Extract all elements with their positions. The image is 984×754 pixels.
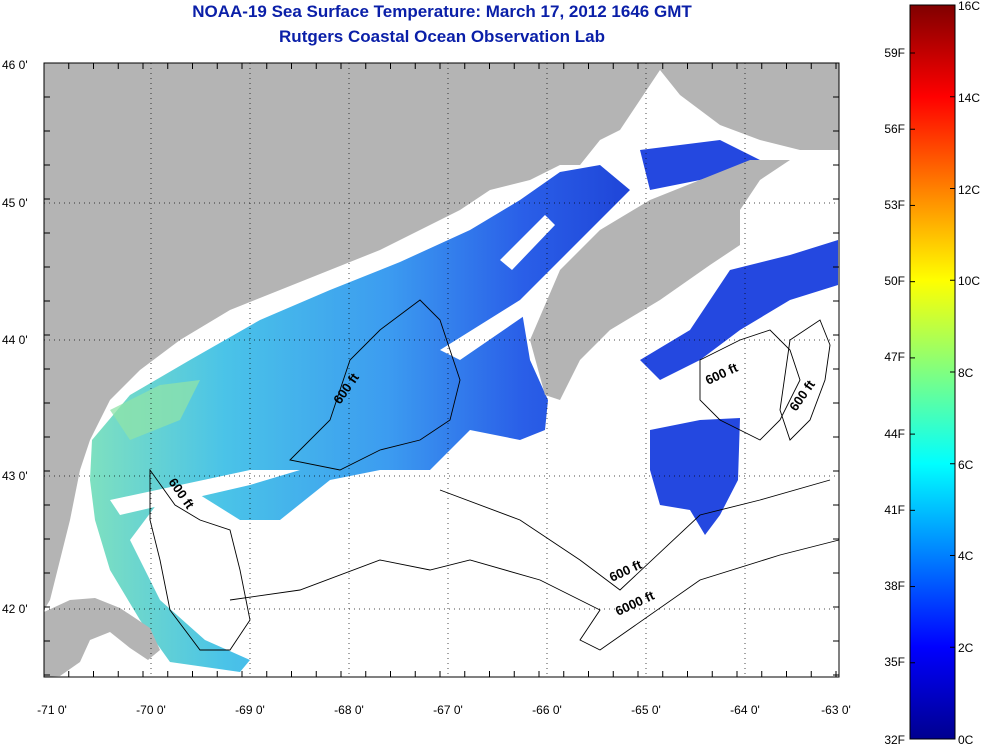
colorbar-fahrenheit-label: 47F	[884, 350, 905, 364]
lat-tick-label: 45 0'	[2, 196, 28, 210]
colorbar-fahrenheit-label: 32F	[884, 733, 905, 747]
colorbar-celsius-label: 10C	[958, 274, 980, 288]
bathymetry-contours	[149, 299, 840, 651]
colorbar-celsius-label: 14C	[958, 91, 980, 105]
sst-field-warm-patch	[110, 380, 200, 440]
lon-tick-label: -71 0'	[37, 703, 67, 717]
lat-tick-label: 43 0'	[2, 469, 28, 483]
lat-tick-label: 42 0'	[2, 602, 28, 616]
map-title: NOAA-19 Sea Surface Temperature: March 1…	[192, 2, 692, 21]
colorbar-celsius-label: 16C	[958, 0, 980, 13]
lon-tick-label: -68 0'	[334, 703, 364, 717]
land-prince-edward-island	[740, 80, 839, 125]
lat-tick-label: 46 0'	[2, 58, 28, 72]
sst-field-gulf-of-maine	[90, 165, 630, 672]
colorbar-celsius-label: 4C	[958, 549, 974, 563]
lon-tick-label: -66 0'	[532, 703, 562, 717]
lon-tick-label: -70 0'	[136, 703, 166, 717]
lon-tick-label: -63 0'	[821, 703, 851, 717]
map-subtitle: Rutgers Coastal Ocean Observation Lab	[279, 27, 605, 46]
colorbar-celsius-label: 12C	[958, 183, 980, 197]
colorbar-fahrenheit-label: 50F	[884, 274, 905, 288]
map-frame	[43, 62, 840, 678]
colorbar-fahrenheit-label: 56F	[884, 122, 905, 136]
colorbar-celsius-label: 2C	[958, 641, 974, 655]
map-ticks	[43, 62, 839, 677]
colorbar-celsius-label: 8C	[958, 366, 974, 380]
sst-field-scotian-shelf	[640, 140, 838, 535]
temperature-colorbar	[909, 4, 956, 740]
lon-tick-label: -69 0'	[235, 703, 265, 717]
colorbar-fahrenheit-label: 35F	[884, 655, 905, 669]
colorbar-fahrenheit-label: 53F	[884, 198, 905, 212]
land-new-england-canada	[44, 63, 839, 610]
lon-tick-label: -64 0'	[730, 703, 760, 717]
colorbar-fahrenheit-label: 59F	[884, 46, 905, 60]
lat-tick-label: 44 0'	[2, 333, 28, 347]
land-cape-cod	[44, 598, 160, 677]
lon-tick-label: -67 0'	[433, 703, 463, 717]
colorbar-fahrenheit-label: 41F	[884, 503, 905, 517]
colorbar-celsius-label: 0C	[958, 733, 974, 747]
lon-tick-label: -65 0'	[631, 703, 661, 717]
colorbar-fahrenheit-label: 38F	[884, 579, 905, 593]
colorbar-ticks	[910, 4, 955, 740]
colorbar-fahrenheit-label: 44F	[884, 427, 905, 441]
colorbar-celsius-label: 6C	[958, 458, 974, 472]
